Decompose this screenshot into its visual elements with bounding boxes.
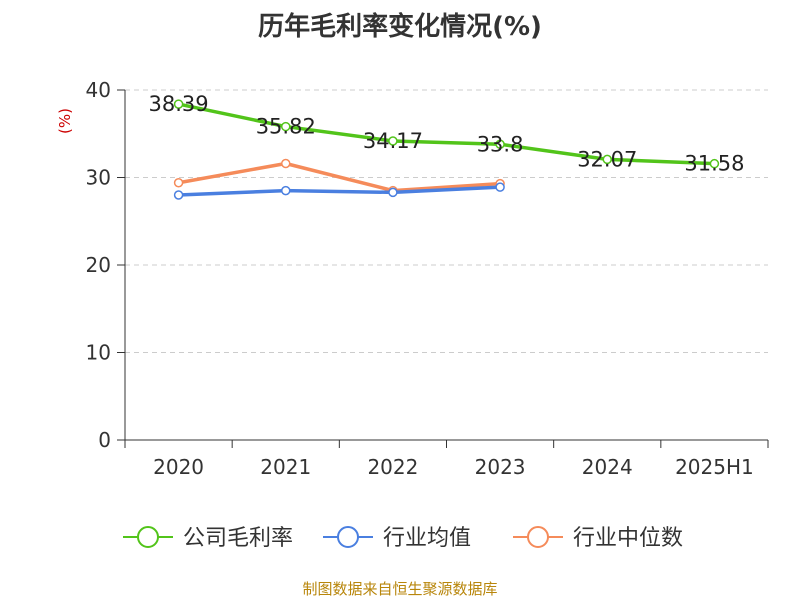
legend-item[interactable]: 公司毛利率 [123, 526, 293, 551]
data-label: 32.07 [577, 147, 637, 171]
series-lines [173, 99, 720, 200]
data-point[interactable] [281, 185, 291, 196]
legend-label: 公司毛利率 [183, 526, 293, 551]
data-point[interactable] [388, 136, 398, 146]
series-line-2 [178, 161, 501, 193]
chart-title: 历年毛利率变化情况(%) [258, 12, 542, 42]
legend-marker [527, 526, 549, 548]
x-tick-label: 2023 [475, 455, 526, 479]
series-line-0 [178, 102, 715, 166]
data-point[interactable] [173, 178, 184, 188]
x-tick-label: 2024 [582, 455, 633, 479]
data-label: 31.58 [684, 152, 744, 176]
legend-label: 行业均值 [383, 526, 471, 551]
legend-item[interactable]: 行业中位数 [513, 526, 683, 551]
legend-marker [137, 526, 159, 548]
y-tick-label: 0 [98, 428, 111, 452]
y-tick-label: 20 [86, 253, 111, 277]
data-labels: 38.39 35.82 34.17 33.8 32.07 31.58 [149, 92, 745, 176]
y-tick-label: 10 [86, 341, 111, 365]
legend-marker [337, 526, 359, 548]
data-point[interactable] [602, 154, 612, 165]
x-tick-label: 2022 [367, 455, 418, 479]
legend-label: 行业中位数 [573, 526, 683, 551]
data-point[interactable] [281, 121, 291, 132]
x-tick-label: 2021 [260, 455, 311, 479]
data-point[interactable] [281, 158, 291, 169]
source-note: 制图数据来自恒生聚源数据库 [302, 580, 498, 598]
data-point[interactable] [173, 99, 184, 109]
legend[interactable]: 公司毛利率 行业均值 行业中位数 [123, 526, 683, 551]
legend-item[interactable]: 行业均值 [323, 526, 471, 551]
x-tick-label: 2025H1 [675, 455, 754, 479]
data-label: 35.82 [256, 115, 316, 139]
y-tick-label: 40 [86, 78, 111, 102]
data-point[interactable] [173, 190, 184, 200]
data-point[interactable] [495, 139, 505, 149]
grid-lines [125, 89, 768, 353]
data-point[interactable] [388, 187, 398, 198]
x-tick-label: 2020 [153, 455, 204, 479]
axes: 0 10 20 30 40 2020 2021 2022 2023 2024 2025H1 [86, 78, 769, 479]
series-line-1 [178, 185, 501, 197]
data-label: 33.8 [477, 132, 524, 156]
data-point[interactable] [709, 158, 720, 169]
y-tick-label: 30 [86, 166, 111, 190]
data-label: 38.39 [149, 92, 209, 116]
data-point[interactable] [495, 182, 505, 192]
data-label: 34.17 [363, 129, 423, 153]
